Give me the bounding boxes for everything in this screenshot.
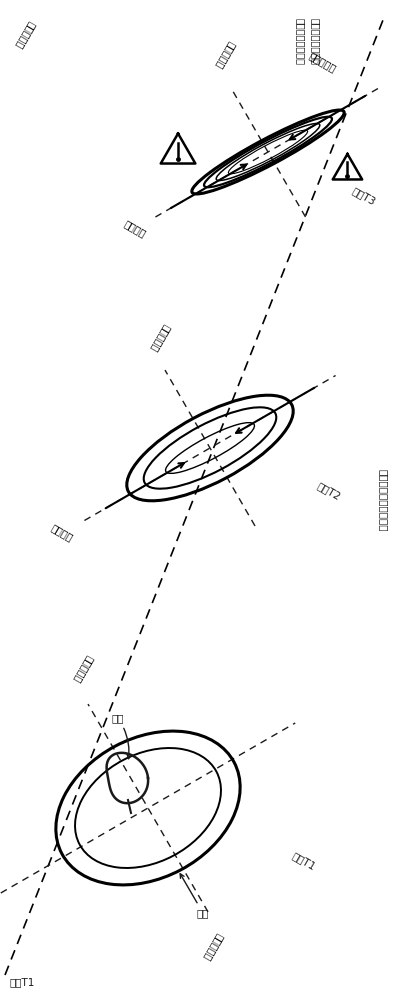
- Text: 可观测轴: 可观测轴: [123, 219, 148, 239]
- Text: 时刿T3: 时刿T3: [350, 186, 377, 207]
- Text: 不可观测轴: 不可观测轴: [71, 654, 95, 684]
- Text: 不可观测轴: 不可观测轴: [307, 51, 338, 74]
- Text: 时刿T1: 时刿T1: [290, 851, 317, 872]
- Text: 不可观测轴: 不可观测轴: [13, 20, 37, 50]
- Text: 不可观测轴: 不可观测轴: [214, 40, 237, 70]
- Text: 时刿T1: 时刿T1: [10, 977, 35, 987]
- Text: 不可观测轴: 不可观测轴: [201, 932, 225, 962]
- Text: 状态空间中误差的包络: 状态空间中误差的包络: [378, 469, 388, 531]
- Text: 估计: 估计: [180, 874, 209, 918]
- Text: 极真: 极真: [112, 713, 131, 759]
- Text: 不可观测轴的损失: 不可观测轴的损失: [310, 18, 320, 65]
- Text: 不连续性：减少沿: 不连续性：减少沿: [295, 18, 305, 65]
- Text: 时刿T2: 时刿T2: [315, 481, 342, 502]
- Text: 可观测轴: 可观测轴: [50, 522, 75, 543]
- Text: 不可观测轴: 不可观测轴: [148, 323, 172, 353]
